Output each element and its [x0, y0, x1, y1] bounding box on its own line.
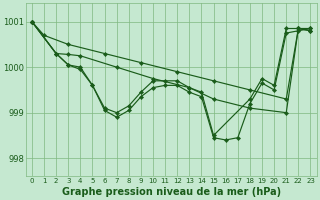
X-axis label: Graphe pression niveau de la mer (hPa): Graphe pression niveau de la mer (hPa)	[62, 187, 281, 197]
